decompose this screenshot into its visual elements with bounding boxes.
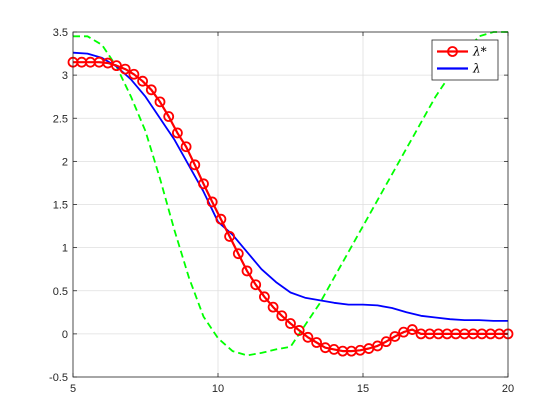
series-marker-0-14 — [189, 159, 201, 171]
y-tick-label: 1 — [62, 243, 68, 255]
legend-marker-0 — [447, 46, 458, 57]
series-marker-0-39 — [406, 324, 418, 335]
series-marker-0-25 — [285, 318, 296, 329]
series-marker-0-19 — [232, 248, 244, 260]
y-tick-label: 0 — [62, 329, 68, 341]
series-2 — [73, 31, 508, 357]
series-marker-0-23 — [267, 301, 279, 313]
y-tick-label: 3 — [62, 70, 68, 82]
series-marker-0-15 — [198, 178, 209, 190]
series-marker-0-28 — [311, 337, 323, 348]
series-marker-0-20 — [241, 265, 253, 277]
series-marker-0-10 — [154, 96, 166, 108]
series-marker-0-16 — [206, 196, 218, 208]
series-marker-0-27 — [302, 331, 314, 343]
legend: λ* λ — [431, 39, 499, 81]
series-marker-0-36 — [380, 336, 392, 348]
series-layer — [67, 31, 514, 357]
y-tick-label: 2.5 — [53, 113, 68, 125]
y-tick-label: -0.5 — [49, 372, 68, 384]
series-marker-0-24 — [276, 310, 288, 322]
series-0 — [67, 56, 514, 357]
series-line-1 — [72, 51, 508, 322]
series-marker-0-17 — [215, 213, 227, 225]
series-marker-0-35 — [372, 340, 383, 352]
y-tick-label: 1.5 — [53, 200, 68, 212]
y-tick-label: 3.5 — [53, 27, 68, 39]
x-tick-label: 10 — [212, 383, 224, 395]
legend-label-0: λ* — [472, 45, 487, 59]
series-marker-0-22 — [258, 291, 270, 303]
x-tick-label: 15 — [357, 383, 369, 395]
legend-box — [431, 39, 499, 81]
series-1 — [72, 51, 508, 322]
legend-label-1: λ — [472, 62, 481, 76]
x-tick-label: 20 — [502, 383, 514, 395]
series-marker-0-9 — [145, 84, 157, 96]
y-tick-label: 0.5 — [53, 286, 68, 298]
series-marker-0-12 — [171, 127, 183, 139]
y-tick-label: 2 — [62, 156, 68, 168]
x-tick-label: 5 — [70, 383, 76, 395]
series-line-2 — [73, 31, 508, 357]
series-marker-0-37 — [389, 331, 401, 342]
series-marker-0-13 — [180, 141, 192, 153]
axis-ticks: 5 10 15 20 -0.5 0 0.5 1 1.5 2 2.5 3 3.5 — [49, 27, 514, 395]
series-marker-0-26 — [293, 325, 305, 336]
grid — [72, 31, 509, 378]
series-marker-0-7 — [128, 68, 140, 80]
series-marker-0-11 — [163, 111, 175, 122]
series-marker-0-8 — [137, 75, 149, 87]
series-marker-0-18 — [224, 231, 236, 242]
series-marker-0-21 — [250, 279, 262, 291]
series-marker-0-6 — [119, 63, 131, 75]
series-marker-0-5 — [111, 60, 122, 72]
